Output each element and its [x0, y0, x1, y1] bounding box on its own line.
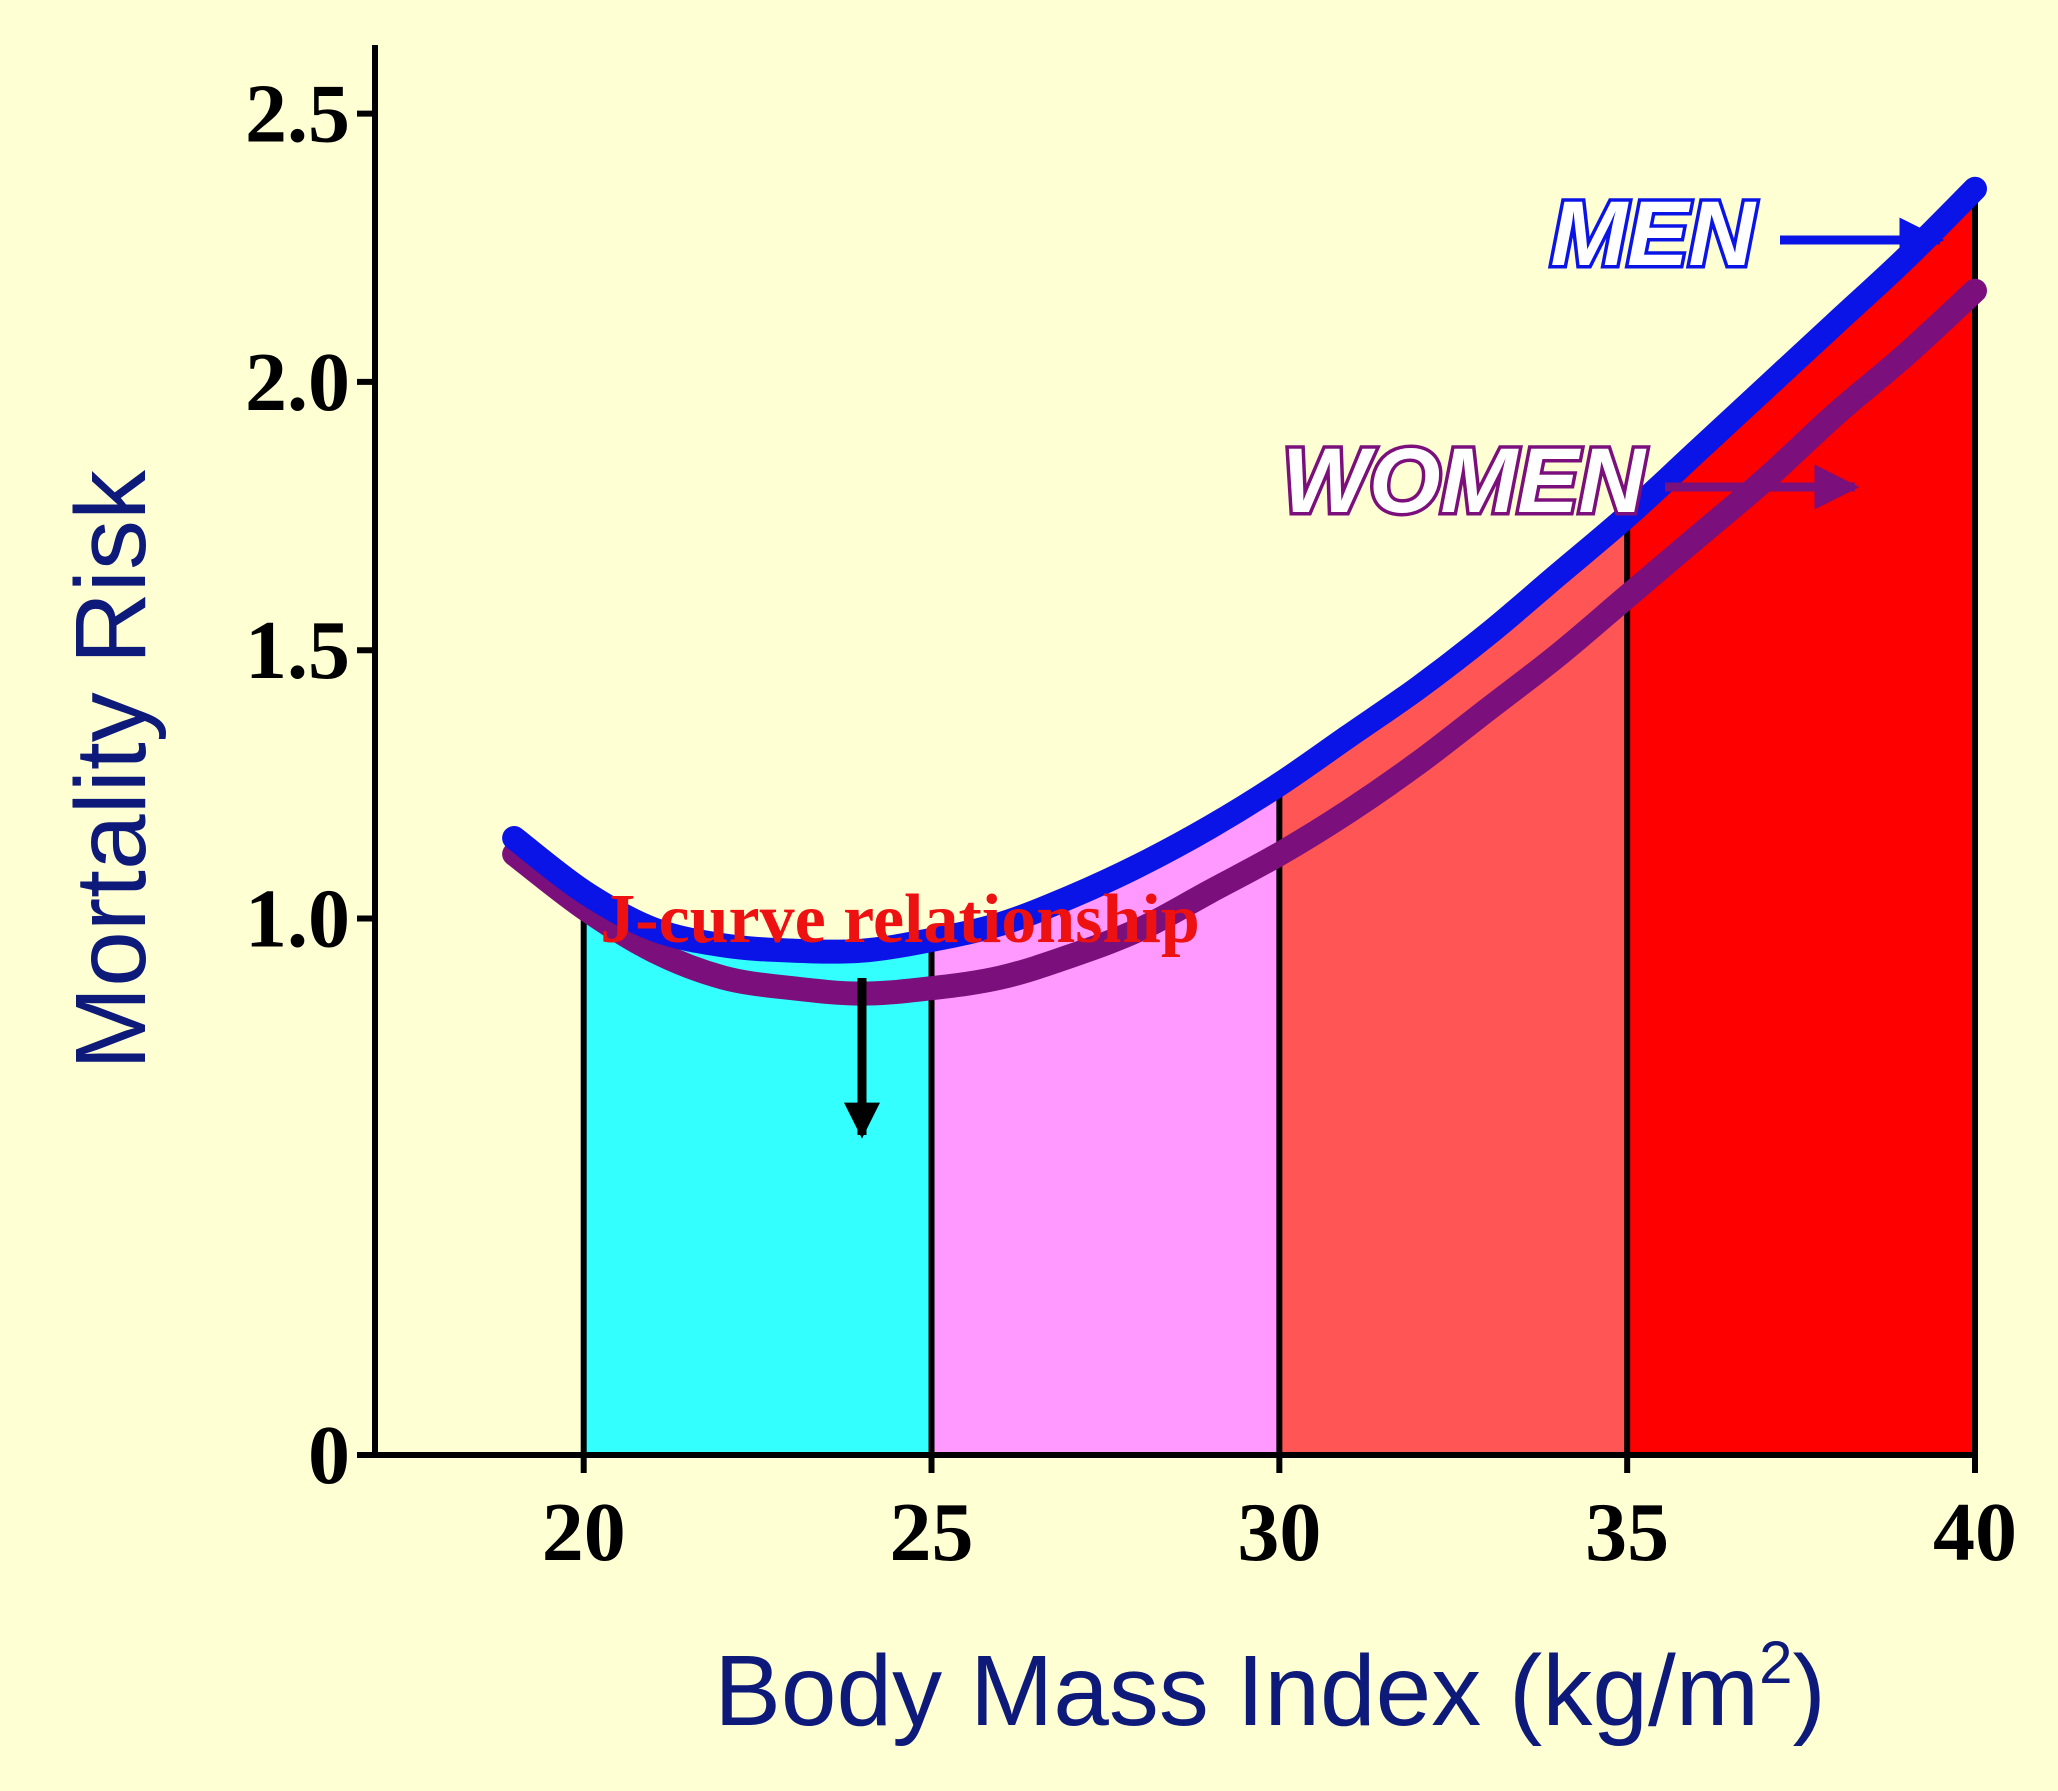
x-tick-label: 35: [1585, 1486, 1669, 1579]
series-line-men: [502, 176, 1987, 964]
legend-label-men: MEN: [1551, 183, 1758, 285]
j-curve-annotation: J-curve relationship: [600, 881, 1200, 958]
band-30-35: [1279, 516, 1628, 1455]
series-lines: [502, 176, 1987, 1006]
band-20-25: [583, 891, 932, 1455]
y-tick-label: 2.5: [245, 68, 350, 161]
x-axis-title-main: Body Mass Index (kg/m: [714, 1635, 1759, 1747]
y-tick-label: 0: [308, 1409, 350, 1502]
x-tick-label: 20: [542, 1486, 626, 1579]
x-tick-label: 25: [890, 1486, 974, 1579]
x-axis-title-close: ): [1792, 1635, 1825, 1747]
y-ticks: 0 1.0 1.5 2.0 2.5: [245, 68, 375, 1502]
x-tick-label: 40: [1933, 1486, 2017, 1579]
x-axis-title-superscript: 2: [1759, 1629, 1792, 1696]
bmi-bands: [583, 188, 1975, 1455]
band-35-40: [1627, 188, 1975, 1455]
legend-label-women: WOMEN: [1282, 430, 1647, 532]
y-tick-label: 2.0: [245, 336, 350, 429]
y-axis-title: Mortality Risk: [55, 469, 167, 1070]
y-tick-label: 1.0: [245, 872, 350, 965]
x-axis-title: Body Mass Index (kg/m2): [714, 1629, 1826, 1747]
band-25-30: [931, 784, 1280, 1455]
series-line-women: [502, 278, 1987, 1006]
y-tick-label: 1.5: [245, 604, 350, 697]
x-ticks: 20 25 30 35 40: [542, 1455, 2017, 1579]
band-dividers: [580, 198, 1978, 1455]
x-tick-label: 30: [1237, 1486, 1321, 1579]
